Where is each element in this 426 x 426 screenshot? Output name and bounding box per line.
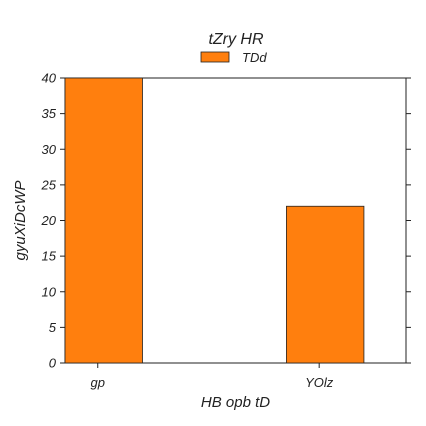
x-axis-label: HB opb tD — [201, 394, 270, 411]
bar-gp — [64, 77, 143, 364]
y-tick-label: 0 — [49, 356, 57, 371]
y-tick-label: 25 — [41, 177, 57, 192]
legend: TDd — [200, 50, 267, 65]
x-tick-label: gp — [91, 375, 105, 390]
y-tick-label: 15 — [42, 249, 57, 264]
bar-yolz — [286, 205, 365, 364]
y-tick-label: 40 — [42, 71, 57, 86]
x-tick-label: YOlz — [305, 375, 334, 390]
y-tick-label: 35 — [42, 106, 57, 121]
y-axis: 0 5 10 15 20 25 30 35 40 — [41, 71, 411, 371]
legend-label: TDd — [242, 50, 267, 65]
y-tick-label: 20 — [41, 213, 57, 228]
y-tick-label: 10 — [42, 284, 57, 299]
x-axis: gp YOlz — [91, 363, 334, 390]
y-tick-label: 30 — [42, 142, 57, 157]
y-tick-label: 5 — [49, 320, 57, 335]
legend-swatch — [200, 51, 230, 63]
plot-area — [64, 77, 407, 364]
chart-title: tZry HR — [208, 31, 264, 48]
y-axis-label: gyuXiDcWP — [12, 180, 29, 260]
